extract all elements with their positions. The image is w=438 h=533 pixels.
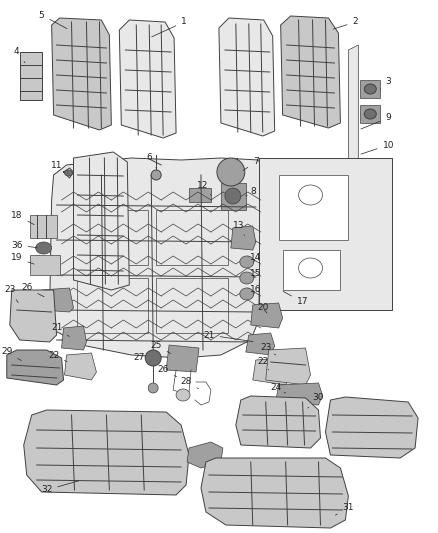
Ellipse shape (176, 389, 190, 401)
Polygon shape (10, 290, 57, 342)
Text: 13: 13 (233, 221, 244, 236)
Polygon shape (42, 288, 74, 312)
Text: 26: 26 (21, 284, 44, 297)
Ellipse shape (225, 188, 241, 204)
Text: 8: 8 (246, 188, 256, 197)
Text: 30: 30 (307, 393, 324, 408)
Text: 20: 20 (257, 303, 268, 313)
Polygon shape (219, 18, 275, 136)
Text: 3: 3 (380, 77, 391, 89)
Polygon shape (276, 383, 322, 405)
Polygon shape (236, 396, 321, 448)
Polygon shape (30, 255, 60, 275)
Text: 7: 7 (243, 157, 258, 171)
Text: 2: 2 (333, 18, 358, 29)
Polygon shape (52, 18, 111, 130)
Polygon shape (348, 45, 358, 165)
Polygon shape (360, 80, 380, 98)
Polygon shape (77, 210, 148, 265)
Ellipse shape (364, 84, 376, 94)
Text: 36: 36 (11, 240, 37, 249)
Text: 9: 9 (361, 114, 391, 129)
Ellipse shape (299, 258, 322, 278)
Text: 17: 17 (283, 292, 308, 306)
Polygon shape (166, 345, 199, 372)
Ellipse shape (364, 109, 376, 119)
Polygon shape (201, 458, 348, 528)
Text: 31: 31 (336, 504, 354, 515)
Text: 4: 4 (14, 47, 25, 63)
Text: 29: 29 (1, 348, 21, 361)
Ellipse shape (64, 170, 73, 176)
Text: 19: 19 (11, 254, 34, 264)
Ellipse shape (151, 170, 161, 180)
Text: 12: 12 (197, 181, 211, 195)
Polygon shape (156, 278, 228, 333)
Text: 27: 27 (134, 353, 151, 362)
Polygon shape (49, 158, 263, 358)
Polygon shape (259, 158, 392, 310)
Text: 21: 21 (51, 324, 69, 336)
Ellipse shape (240, 256, 254, 268)
Text: 15: 15 (250, 270, 261, 279)
Text: 21: 21 (203, 330, 253, 342)
Polygon shape (20, 52, 42, 100)
Polygon shape (189, 188, 211, 202)
Text: 23: 23 (260, 343, 276, 355)
Text: 24: 24 (270, 384, 286, 393)
Text: 25: 25 (151, 341, 171, 353)
Polygon shape (7, 350, 64, 385)
Text: 6: 6 (146, 154, 156, 168)
Text: 22: 22 (48, 351, 67, 362)
Polygon shape (119, 20, 176, 138)
Text: 16: 16 (250, 286, 261, 295)
Polygon shape (24, 410, 189, 495)
Text: 26: 26 (157, 366, 177, 377)
Polygon shape (251, 303, 283, 328)
Polygon shape (325, 397, 418, 458)
Text: 22: 22 (257, 358, 268, 370)
Ellipse shape (145, 350, 161, 366)
Text: 1: 1 (152, 18, 187, 37)
Polygon shape (266, 348, 311, 385)
Text: 23: 23 (4, 286, 18, 303)
Polygon shape (360, 105, 380, 123)
Polygon shape (156, 210, 228, 265)
Polygon shape (77, 278, 148, 333)
Polygon shape (231, 226, 256, 250)
Ellipse shape (299, 185, 322, 205)
Polygon shape (279, 175, 348, 240)
Text: 5: 5 (39, 11, 67, 29)
Polygon shape (74, 152, 129, 290)
Ellipse shape (240, 272, 254, 284)
Polygon shape (281, 16, 340, 128)
Text: 11: 11 (51, 160, 67, 173)
Polygon shape (221, 183, 246, 210)
Polygon shape (283, 250, 340, 290)
Ellipse shape (240, 288, 254, 300)
Text: 18: 18 (11, 211, 34, 224)
Polygon shape (62, 326, 86, 350)
Text: 28: 28 (180, 377, 198, 389)
Ellipse shape (217, 158, 245, 186)
Polygon shape (253, 358, 290, 385)
Ellipse shape (148, 383, 158, 393)
Text: 10: 10 (361, 141, 394, 154)
Ellipse shape (35, 242, 52, 254)
Polygon shape (187, 442, 223, 468)
Text: 14: 14 (250, 254, 261, 262)
Polygon shape (246, 333, 275, 355)
Text: 32: 32 (41, 481, 79, 495)
Polygon shape (30, 215, 57, 238)
Polygon shape (64, 353, 96, 380)
